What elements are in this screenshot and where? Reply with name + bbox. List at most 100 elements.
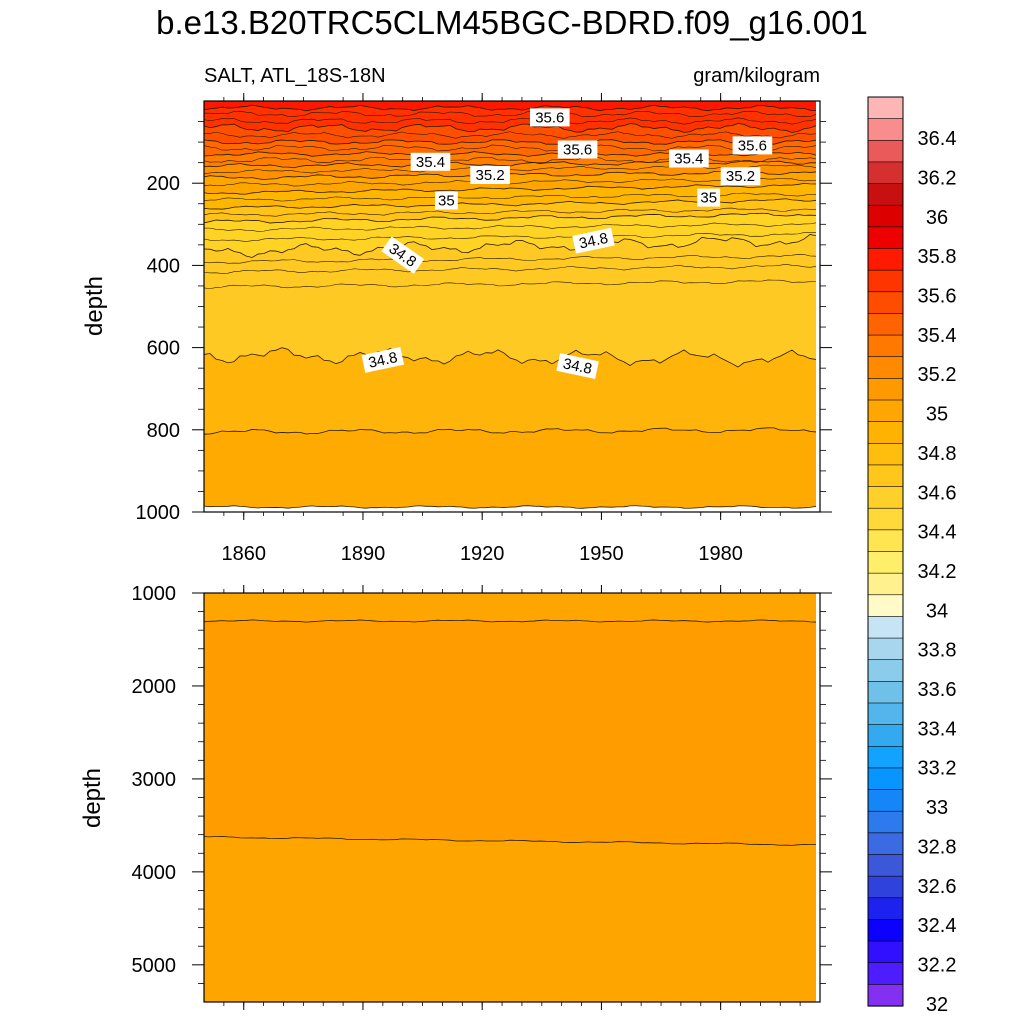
upper-contour-line [203,160,817,169]
upper-contour-line [203,232,817,242]
colorbar-box [867,551,904,574]
colorbar-label: 33.2 [918,758,957,780]
contour-label-bg [410,152,451,171]
upper-contour-line [203,427,817,435]
colorbar-box [867,832,904,856]
upper-panel: 35.6 35.4 35.6 35.4 35.6 35.2 35.2 35 35 34.8 34.8… [81,93,832,565]
upper-contour-line [203,139,817,145]
lower-band-1 [204,619,816,846]
colorbar-box [867,507,904,531]
colorbar-box [867,204,904,228]
upper-contour-line [203,131,817,139]
subtitle-right: gram/kilogram [693,65,820,87]
colorbar-box [867,572,904,596]
upper-y-tick-label: 400 [147,255,180,277]
colorbar-box [867,421,904,444]
lower-contour-lines [203,619,817,846]
upper-band-4 [204,151,816,168]
upper-band-1 [204,105,816,133]
contour-label-bg [557,140,598,159]
upper-contour-line [203,110,817,118]
upper-contour-lines [203,104,817,509]
contour-label-bg [530,108,570,127]
upper-contour-line [203,254,817,264]
upper-contour-line [203,164,817,175]
colorbar-box [867,161,904,185]
colorbar-box [867,248,904,271]
colorbar-box [867,594,904,618]
upper-y-tick-label: 600 [147,338,180,360]
upper-contour-line [203,347,817,368]
upper-contour-line [203,279,817,289]
upper-y-tick-label: 200 [147,173,180,195]
colorbar-box [867,637,904,661]
colorbar-label: 35.4 [918,325,957,347]
upper-x-tick-label: 1920 [460,543,505,565]
colorbar-box [867,183,904,206]
upper-contour-fill [204,101,816,509]
upper-contour-line [203,104,817,112]
colorbar-label: 36.2 [918,168,957,190]
colorbar-box [867,919,904,942]
upper-band-6 [204,170,816,195]
upper-contour-line [203,123,817,133]
colorbar-label: 32 [926,994,948,1016]
upper-y-tick-label: 800 [147,420,180,442]
contour-label: 35.2 [470,166,510,184]
contour-label: 35 [697,188,721,207]
colorbar-label: 35.8 [918,246,957,268]
upper-contour-line [203,117,817,125]
colorbar-label: 32.2 [918,955,957,977]
colorbar-label: 35 [926,404,948,426]
upper-contour-line [203,207,817,217]
colorbar-box [867,464,904,488]
colorbar-label: 35.6 [918,286,957,308]
contour-label-text: 35 [700,190,717,207]
colorbar-box [867,378,904,401]
upper-contour-line [203,234,817,258]
contour-label: 35.6 [530,108,570,127]
colorbar-box [867,875,904,899]
contour-label-bg [697,188,721,207]
colorbar-box [867,659,904,682]
upper-contour-line [203,182,817,195]
lower-contour-line [203,619,817,623]
upper-contour-line [203,212,817,224]
colorbar-box [867,118,904,141]
colorbar-box [867,962,904,985]
lower-y-tick-label: 5000 [132,955,177,977]
contour-label: 35.4 [669,149,709,168]
colorbar-label: 32.4 [918,915,957,937]
colorbar-box [867,810,904,834]
colorbar-box [867,291,904,315]
upper-contour-line [203,264,817,274]
colorbar-box [867,897,904,921]
upper-band-9 [204,213,816,258]
figure-title: b.e13.B20TRC5CLM45BGC-BDRD.f09_g16.001 [156,4,868,41]
contour-label: 35 [435,191,458,210]
lower-y-tick-label: 1000 [132,583,177,605]
colorbar-label: 36.4 [918,128,957,150]
upper-band-11 [204,347,816,435]
lower-band-2 [204,836,816,1002]
contour-label-text: 35.6 [563,142,592,159]
contour-label: 35.4 [410,152,451,171]
upper-contour-line [203,177,817,187]
upper-contour-line [203,156,817,164]
colorbar-box [867,789,904,812]
contour-label-text: 34.8 [367,349,399,372]
contour-label-bg [720,167,761,186]
contour-label-bg [572,227,615,254]
colorbar-label: 34.6 [918,482,957,504]
contour-label: 34.8 [361,346,405,373]
colorbar-box [867,356,904,379]
lower-y-tick-label: 3000 [132,769,177,791]
colorbar-box [867,940,904,964]
colorbar-frame [867,96,904,1007]
upper-x-tick-label: 1890 [341,543,386,565]
upper-axis-ticks: 1860 1890 1920 1950 1980 200 400 600 800 1000 [136,93,832,565]
upper-contour-labels: 35.6 35.4 35.6 35.4 35.6 35.2 35.2 35 35 34.8 34.8… [361,108,773,380]
colorbar-box [867,984,904,1007]
upper-y-tick-label: 1000 [136,502,181,524]
